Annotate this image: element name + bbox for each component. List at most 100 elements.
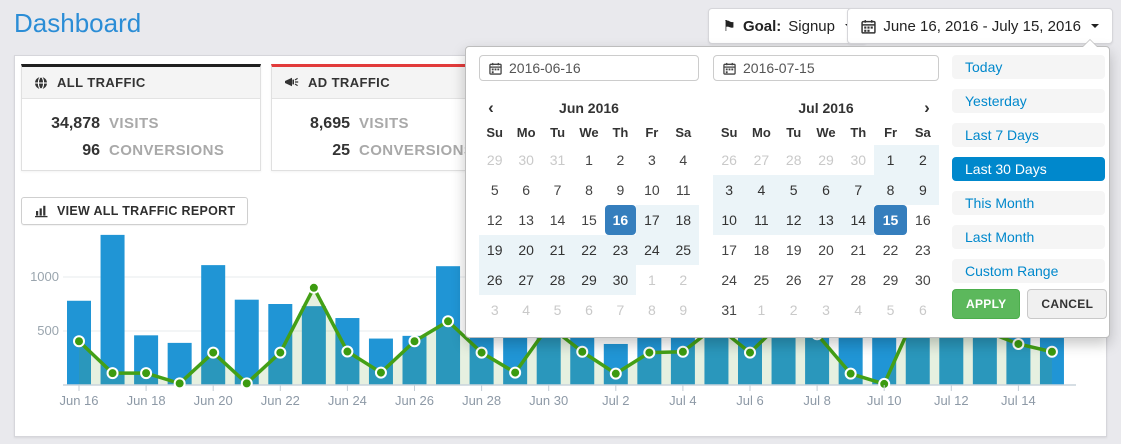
calendar-day[interactable]: 17 [636,205,668,235]
calendar-day[interactable]: 23 [915,242,931,258]
calendar-day[interactable]: 5 [777,175,810,205]
calendar-day[interactable]: 18 [667,205,699,235]
calendar-day[interactable]: 5 [553,302,562,318]
calendar-day[interactable]: 25 [667,235,699,265]
calendar-day[interactable]: 31 [549,152,566,168]
calendar-day[interactable]: 2 [616,152,625,168]
prev-month-icon[interactable]: ‹ [488,98,494,117]
calendar-day[interactable]: 1 [757,302,766,318]
calendar-day[interactable]: 29 [882,272,899,288]
range-option-this-month[interactable]: This Month [952,191,1105,215]
calendar-day[interactable]: 7 [842,175,875,205]
start-date-input[interactable]: 2016-06-16 [479,55,699,81]
calendar-day[interactable]: 6 [585,302,593,318]
end-date-input[interactable]: 2016-07-15 [713,55,939,81]
calendar-day[interactable]: 30 [915,272,931,288]
calendar-day[interactable]: 26 [479,265,511,295]
calendar-day[interactable]: 12 [777,205,810,235]
calendar-day[interactable]: 15 [581,212,597,228]
calendar-day[interactable]: 3 [647,152,656,168]
calendar-day[interactable]: 13 [518,212,534,228]
apply-button[interactable]: APPLY [952,289,1021,319]
calendar-day[interactable]: 30 [604,265,637,295]
calendar-day[interactable]: 21 [850,242,867,258]
calendar-day[interactable]: 8 [585,182,593,198]
calendar-day[interactable]: 9 [679,302,688,318]
calendar-day[interactable]: 19 [479,235,511,265]
calendar-day[interactable]: 24 [721,272,737,288]
calendar-day[interactable]: 6 [918,302,927,318]
cancel-button[interactable]: CANCEL [1027,289,1108,319]
calendar-day[interactable]: 10 [713,205,746,235]
calendar-day-selected[interactable]: 16 [604,205,637,235]
calendar-day[interactable]: 4 [745,175,778,205]
calendar-day[interactable]: 31 [721,302,737,318]
calendar-day[interactable]: 22 [573,235,605,265]
calendar-day[interactable]: 30 [518,152,534,168]
calendar-day[interactable]: 14 [549,212,566,228]
calendar-day[interactable]: 12 [486,212,503,228]
range-option-last-30-days[interactable]: Last 30 Days [952,157,1105,181]
calendar-day[interactable]: 26 [721,152,737,168]
calendar-day[interactable]: 3 [822,302,830,318]
calendar-day[interactable]: 4 [679,152,688,168]
calendar-day[interactable]: 21 [541,235,574,265]
range-option-last-month[interactable]: Last Month [952,225,1105,249]
calendar-day[interactable]: 18 [753,242,770,258]
calendar-day[interactable]: 1 [585,152,593,168]
calendar-day[interactable]: 28 [850,272,867,288]
calendar-day[interactable]: 27 [753,152,770,168]
calendar-day[interactable]: 25 [753,272,770,288]
calendar-day[interactable]: 19 [785,242,802,258]
calendar-day[interactable]: 14 [842,205,875,235]
view-all-traffic-report-button[interactable]: VIEW ALL TRAFFIC REPORT [21,197,249,225]
calendar-day[interactable]: 13 [809,205,843,235]
calendar-day[interactable]: 1 [647,272,656,288]
calendar-day[interactable]: 6 [809,175,843,205]
calendar-day[interactable]: 1 [874,145,907,175]
range-option-today[interactable]: Today [952,55,1105,79]
calendar-day[interactable]: 4 [522,302,531,318]
daterange-button[interactable]: June 16, 2016 - July 15, 2016 [847,8,1113,44]
calendar-day[interactable]: 7 [553,182,562,198]
calendar-day[interactable]: 28 [785,152,802,168]
calendar-day[interactable]: 29 [573,265,605,295]
calendar-day[interactable]: 29 [486,152,503,168]
calendar-day[interactable]: 22 [882,242,899,258]
calendar-day[interactable]: 27 [818,272,834,288]
calendar-day[interactable]: 8 [874,175,907,205]
calendar-day[interactable]: 24 [636,235,668,265]
calendar-day[interactable]: 26 [785,272,802,288]
calendar-day[interactable]: 3 [713,175,746,205]
calendar-day[interactable]: 9 [616,182,625,198]
calendar-day[interactable]: 8 [647,302,656,318]
calendar-day[interactable]: 4 [854,302,863,318]
calendar-day[interactable]: 20 [510,235,542,265]
next-month-icon[interactable]: › [924,98,930,117]
calendar-day[interactable]: 16 [915,212,931,228]
range-option-yesterday[interactable]: Yesterday [952,89,1105,113]
calendar-day[interactable]: 23 [604,235,637,265]
calendar-day[interactable]: 30 [850,152,867,168]
calendar-day[interactable]: 3 [490,302,499,318]
calendar-day[interactable]: 2 [789,302,798,318]
calendar-day[interactable]: 6 [522,182,531,198]
calendar-day[interactable]: 29 [818,152,834,168]
calendar-day[interactable]: 28 [541,265,574,295]
calendar-day[interactable]: 11 [745,205,778,235]
calendar-day[interactable]: 27 [510,265,542,295]
calendar-day[interactable]: 20 [818,242,834,258]
range-option-last-7-days[interactable]: Last 7 Days [952,123,1105,147]
calendar-day[interactable]: 5 [490,182,499,198]
calendar-day[interactable]: 9 [906,175,939,205]
calendar-day[interactable]: 2 [679,272,688,288]
goal-selector-button[interactable]: ⚑ Goal: Signup [708,8,867,44]
calendar-day[interactable]: 17 [721,242,737,258]
calendar-day[interactable]: 10 [644,182,660,198]
calendar-day[interactable]: 5 [886,302,895,318]
calendar-day[interactable]: 7 [616,302,625,318]
calendar-day[interactable]: 11 [676,182,691,198]
calendar-day-selected[interactable]: 15 [874,205,907,235]
range-option-custom-range[interactable]: Custom Range [952,259,1105,283]
calendar-day[interactable]: 2 [906,145,939,175]
